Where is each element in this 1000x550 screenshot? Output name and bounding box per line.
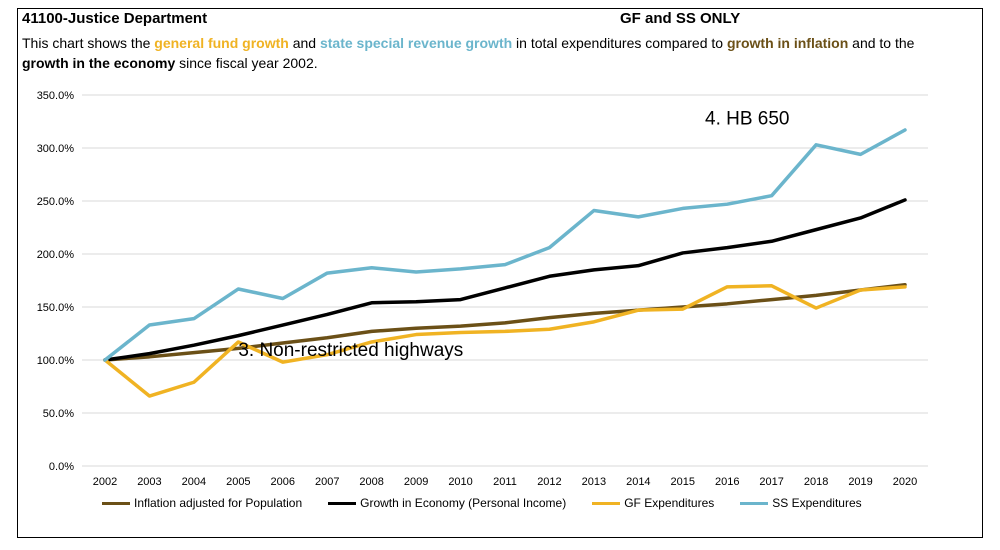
legend-label: Inflation adjusted for Population xyxy=(134,496,303,510)
chart-annotations: 3. Non-restricted highways 4. HB 650 xyxy=(238,109,789,361)
y-tick-label: 350.0% xyxy=(37,90,75,102)
chart-scope-label: GF and SS ONLY xyxy=(620,10,741,27)
y-tick-label: 100.0% xyxy=(37,355,75,367)
series-lines xyxy=(103,128,907,398)
x-tick-label: 2008 xyxy=(359,476,383,488)
desc-gf-highlight: general fund growth xyxy=(154,35,289,51)
y-tick-label: 150.0% xyxy=(37,302,75,314)
x-tick-label: 2002 xyxy=(93,476,117,488)
desc-text-4: and to the xyxy=(848,35,915,51)
chart-legend: Inflation adjusted for Population Growth … xyxy=(102,496,888,510)
x-tick-label: 2013 xyxy=(582,476,606,488)
x-tick-label: 2007 xyxy=(315,476,339,488)
legend-item: Inflation adjusted for Population xyxy=(102,496,302,510)
legend-item: Growth in Economy (Personal Income) xyxy=(328,496,566,510)
y-tick-label: 50.0% xyxy=(43,408,74,420)
legend-item: GF Expenditures xyxy=(592,496,714,510)
desc-text-2: and xyxy=(288,35,320,51)
y-tick-label: 250.0% xyxy=(37,196,75,208)
legend-swatch xyxy=(740,501,769,505)
legend-swatch xyxy=(328,501,357,505)
x-tick-label: 2018 xyxy=(804,476,828,488)
x-tick-label: 2019 xyxy=(848,476,872,488)
legend-item: SS Expenditures xyxy=(740,496,862,510)
y-axis-ticks: 0.0% 50.0% 100.0% 150.0% 200.0% 250.0% 300.0% 3… xyxy=(37,90,75,473)
chart-grid xyxy=(82,94,928,467)
x-tick-label: 2011 xyxy=(493,476,517,488)
annotation-1: 4. HB 650 xyxy=(705,109,790,130)
desc-economy-highlight: growth in the economy xyxy=(22,55,176,71)
legend-label: GF Expenditures xyxy=(624,496,715,510)
x-tick-label: 2004 xyxy=(182,476,206,488)
chart-frame xyxy=(17,8,983,538)
x-tick-label: 2020 xyxy=(893,476,917,488)
x-tick-label: 2010 xyxy=(448,476,472,488)
y-tick-label: 300.0% xyxy=(37,143,75,155)
legend-label: Growth in Economy (Personal Income) xyxy=(360,496,567,510)
desc-inflation-highlight: growth in inflation xyxy=(726,35,849,51)
desc-text-5: since fiscal year 2002. xyxy=(175,55,318,71)
legend-swatch xyxy=(592,501,621,505)
legend-swatch xyxy=(102,501,130,505)
x-tick-label: 2003 xyxy=(137,476,161,488)
annotation-0: 3. Non-restricted highways xyxy=(238,340,463,361)
chart-title: 41100-Justice Department xyxy=(22,10,208,27)
y-tick-label: 200.0% xyxy=(37,249,75,261)
x-tick-label: 2005 xyxy=(226,476,250,488)
chart-description: This chart shows the general fund growth… xyxy=(22,33,962,73)
legend-label: SS Expenditures xyxy=(772,496,862,510)
desc-ss-highlight: state special revenue growth xyxy=(319,35,513,51)
x-tick-label: 2014 xyxy=(626,476,650,488)
x-axis-ticks: 2002 2003 2004 2005 2006 2007 2008 2009 2010 2011… xyxy=(93,476,917,488)
series-line-3 xyxy=(103,128,907,362)
desc-text-3: in total expenditures compared to xyxy=(512,35,727,51)
x-tick-label: 2012 xyxy=(537,476,561,488)
x-tick-label: 2009 xyxy=(404,476,428,488)
x-tick-label: 2006 xyxy=(271,476,295,488)
series-line-2 xyxy=(103,284,907,398)
x-tick-label: 2017 xyxy=(759,476,783,488)
x-tick-label: 2016 xyxy=(715,476,739,488)
series-line-1 xyxy=(103,198,907,362)
x-tick-label: 2015 xyxy=(671,476,695,488)
desc-text-1: This chart shows the xyxy=(22,35,155,51)
y-tick-label: 0.0% xyxy=(49,461,74,473)
